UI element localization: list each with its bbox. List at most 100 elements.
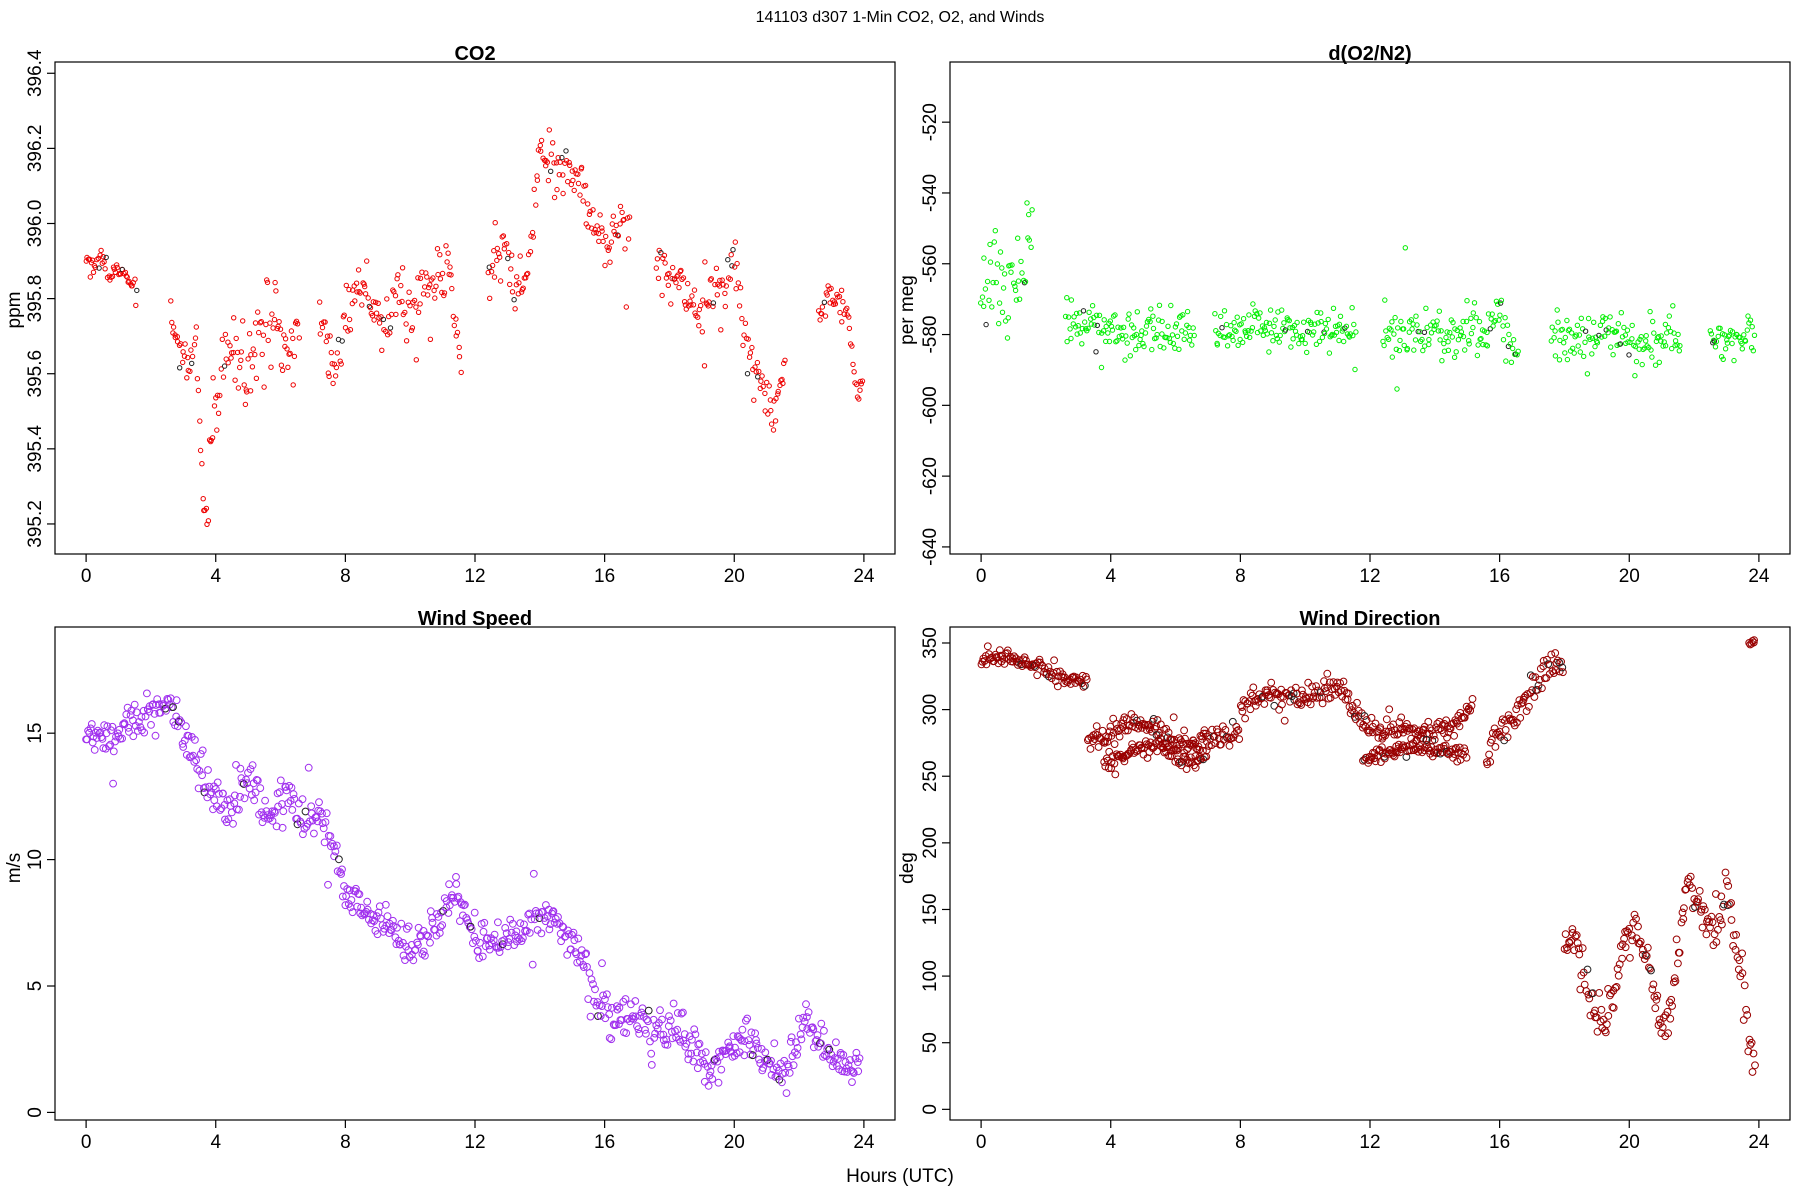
data-point-o2n2-311 xyxy=(1392,314,1398,321)
data-point-wind-direction-857 xyxy=(1708,918,1717,927)
data-point-o2n2-239 xyxy=(1288,344,1294,350)
data-point-o2n2-481 xyxy=(1608,344,1614,350)
data-point-o2n2-537 xyxy=(1669,345,1675,352)
data-point-wind-direction-407 xyxy=(1313,694,1321,702)
data-point-o2n2-410 xyxy=(1498,297,1505,303)
data-point-wind-direction-882 xyxy=(1735,956,1744,965)
data-point-o2n2-167 xyxy=(1191,332,1197,339)
data-point-co2-76 xyxy=(197,447,204,454)
data-point-wind-speed-193 xyxy=(290,795,299,803)
data-point-wind-speed-481 xyxy=(601,1014,610,1023)
data-point-o2n2-308 xyxy=(1389,319,1395,325)
data-point-wind-speed-60 xyxy=(147,721,155,729)
data-point-wind-speed-581 xyxy=(710,1057,718,1065)
y-tick-label-wind-direction-7: 350 xyxy=(920,627,941,659)
data-point-co2-535 xyxy=(765,411,771,417)
data-point-co2-103 xyxy=(227,343,233,349)
data-point-wind-direction-739 xyxy=(1580,980,1589,989)
data-point-wind-direction-719 xyxy=(1559,668,1567,677)
data-point-co2-339 xyxy=(527,249,534,255)
data-point-co2-314 xyxy=(500,233,507,239)
data-point-wind-direction-337 xyxy=(1238,703,1246,711)
data-point-o2n2-37 xyxy=(1018,258,1024,265)
data-point-o2n2-42 xyxy=(1024,200,1030,206)
data-point-o2n2-55 xyxy=(1070,321,1077,327)
data-point-wind-speed-554 xyxy=(680,1030,689,1038)
data-point-o2n2-372 xyxy=(1458,332,1464,338)
data-point-co2-171 xyxy=(319,324,326,331)
data-point-wind-speed-222 xyxy=(321,818,330,826)
data-point-o2n2-10 xyxy=(989,304,995,310)
data-point-o2n2-493 xyxy=(1621,324,1627,331)
data-point-wind-direction-33 xyxy=(1012,657,1021,666)
data-point-o2n2-576 xyxy=(1739,346,1746,352)
data-point-wind-speed-226 xyxy=(326,832,335,840)
data-point-wind-direction-230 xyxy=(1225,741,1234,750)
data-point-co2-96 xyxy=(219,336,226,342)
data-point-co2-431 xyxy=(626,214,633,220)
data-point-co2-422 xyxy=(617,221,623,227)
data-point-o2n2-549 xyxy=(1710,337,1717,343)
data-point-wind-speed-655 xyxy=(789,1061,798,1070)
data-point-wind-direction-711 xyxy=(1551,649,1560,657)
data-point-co2-322 xyxy=(509,252,515,258)
data-point-wind-direction-605 xyxy=(1416,745,1425,754)
data-point-o2n2-522 xyxy=(1652,362,1659,368)
data-point-wind-speed-84 xyxy=(172,696,181,705)
data-point-co2-497 xyxy=(723,283,729,289)
data-point-co2-432 xyxy=(653,265,659,271)
data-point-co2-125 xyxy=(250,346,256,352)
data-point-o2n2-320 xyxy=(1401,342,1407,349)
data-point-o2n2-342 xyxy=(1426,341,1432,348)
data-point-co2-77 xyxy=(199,461,205,467)
data-point-wind-direction-185 xyxy=(1176,736,1185,744)
data-point-co2-222 xyxy=(375,300,381,306)
data-point-wind-speed-279 xyxy=(383,912,392,921)
data-point-wind-direction-412 xyxy=(1318,699,1327,708)
data-point-co2-129 xyxy=(255,309,261,315)
data-point-wind-direction-250 xyxy=(1111,770,1120,779)
data-point-o2n2-545 xyxy=(1677,343,1683,349)
data-point-wind-direction-6 xyxy=(983,642,992,651)
data-point-co2-189 xyxy=(339,338,345,344)
data-point-wind-speed-273 xyxy=(376,914,385,923)
data-point-o2n2-550 xyxy=(1711,338,1718,344)
data-point-co2-38 xyxy=(124,274,130,280)
data-point-o2n2-313 xyxy=(1394,386,1400,392)
data-point-o2n2-455 xyxy=(1579,326,1586,332)
data-point-co2-176 xyxy=(325,370,331,376)
data-point-wind-direction-832 xyxy=(1681,885,1690,894)
data-point-wind-speed-441 xyxy=(558,922,567,931)
data-point-wind-speed-58 xyxy=(145,707,154,716)
data-point-co2-542 xyxy=(772,418,779,424)
data-point-wind-direction-364 xyxy=(1267,693,1275,702)
data-point-wind-direction-527 xyxy=(1443,733,1451,742)
data-point-wind-direction-687 xyxy=(1525,702,1533,711)
data-point-wind-speed-208 xyxy=(307,802,316,811)
data-point-wind-speed-39 xyxy=(124,723,133,732)
data-point-wind-speed-9 xyxy=(91,728,100,737)
data-point-co2-149 xyxy=(276,319,282,325)
data-point-wind-direction-718 xyxy=(1558,663,1567,672)
data-point-wind-speed-132 xyxy=(224,815,233,823)
data-point-wind-direction-823 xyxy=(1671,977,1680,986)
data-point-o2n2-408 xyxy=(1497,312,1503,318)
data-point-co2-165 xyxy=(293,318,300,324)
data-point-wind-direction-791 xyxy=(1636,937,1645,946)
data-point-o2n2-306 xyxy=(1386,325,1393,331)
data-point-co2-224 xyxy=(376,320,383,326)
data-point-o2n2-494 xyxy=(1622,332,1629,338)
data-point-o2n2-379 xyxy=(1466,338,1472,344)
data-point-co2-564 xyxy=(828,285,834,292)
data-point-wind-direction-22 xyxy=(1000,660,1009,668)
data-point-co2-433 xyxy=(654,256,661,262)
data-point-co2-323 xyxy=(509,289,516,295)
data-point-co2-425 xyxy=(620,217,626,223)
data-point-o2n2-183 xyxy=(1228,323,1234,329)
data-point-wind-speed-80 xyxy=(169,703,177,711)
data-point-wind-direction-549 xyxy=(1466,706,1475,715)
data-point-o2n2-151 xyxy=(1173,321,1180,327)
data-point-co2-273 xyxy=(430,275,436,281)
data-point-co2-530 xyxy=(759,373,765,379)
data-point-o2n2-283 xyxy=(1336,337,1342,344)
